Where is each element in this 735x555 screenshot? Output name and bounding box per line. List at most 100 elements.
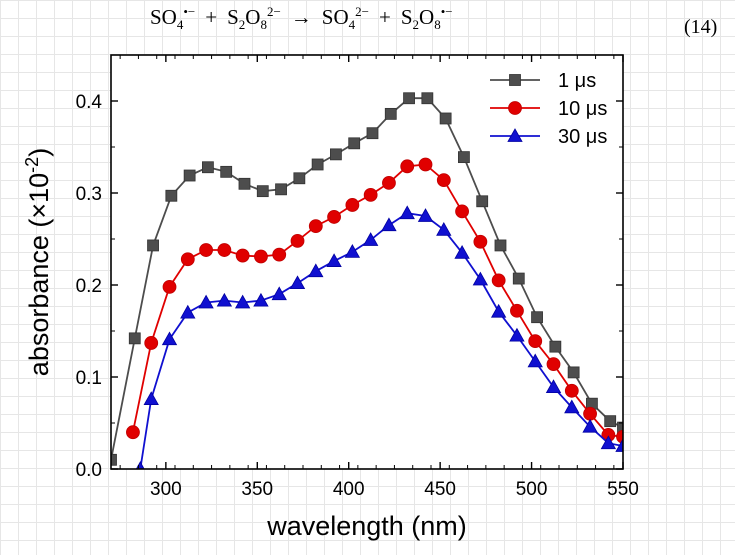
product-1: SO42− (321, 4, 369, 33)
product-2-charge: •− (440, 4, 453, 19)
legend-label: 10 μs (558, 98, 607, 120)
reactant-2-o-subscript: 8 (260, 17, 267, 33)
reactant-1-base: SO (150, 5, 177, 29)
series-2 (126, 157, 623, 444)
series-3-point (289, 275, 306, 290)
series-1-point (421, 92, 434, 105)
series-1-point (165, 189, 178, 202)
plus-sign-2: + (379, 5, 391, 29)
series-1-point (439, 112, 452, 125)
series-3-point (582, 418, 598, 433)
series-1-point (617, 421, 623, 434)
product-1-subscript: 4 (348, 17, 356, 33)
x-tick-label: 550 (607, 479, 639, 500)
series-3-point (600, 435, 617, 450)
series-2-point (345, 198, 360, 212)
series-3-point (234, 294, 251, 309)
y-tick-label: 0.1 (76, 368, 102, 389)
series-1-point (604, 415, 617, 428)
series-3-point (490, 303, 507, 318)
legend-marker (508, 101, 522, 115)
series-1-point (348, 137, 361, 150)
product-1-base: SO (321, 5, 349, 29)
series-1-point (256, 185, 269, 198)
reactant-2-o: O (245, 5, 261, 29)
legend-marker (507, 128, 523, 142)
series-layer (111, 92, 623, 469)
series-1 (111, 92, 623, 466)
series-3-point (454, 244, 470, 259)
reactant-1-subscript: 4 (176, 17, 184, 33)
series-3-point (527, 353, 543, 368)
plus-sign-1: + (205, 5, 218, 29)
axes-layer: 300 350 400 450 500 550 0.0 0.1 0.2 0.3 0.4 (76, 54, 639, 500)
series-2-point (546, 357, 561, 372)
series-1-point (384, 107, 397, 120)
series-2-point (217, 243, 232, 257)
series-2-point (308, 219, 323, 234)
series-1-point (275, 183, 287, 196)
series-1-point (366, 127, 379, 140)
series-2-point (180, 252, 195, 267)
series-1-point (549, 340, 562, 353)
series-1-point (403, 92, 415, 105)
x-tick-label: 500 (516, 479, 548, 500)
series-1-point (311, 158, 324, 171)
product-2-s-subscript: 2 (412, 17, 420, 33)
series-1-point (531, 311, 543, 324)
series-2-point (162, 279, 177, 294)
series-3-point (545, 379, 562, 394)
series-3-point (271, 286, 287, 301)
equation-number: (14) (684, 16, 718, 38)
series-3-point (180, 304, 196, 319)
series-2-point (126, 425, 140, 440)
series-1-point (476, 195, 489, 208)
series-3-point (399, 205, 415, 220)
series-2-point (199, 243, 213, 257)
series-2-point (583, 406, 597, 421)
series-1-point (202, 161, 214, 174)
series-1-point (147, 239, 159, 252)
plot-area (111, 55, 623, 469)
legend-entry-1: 1 μs (490, 70, 596, 92)
series-3-point (198, 294, 214, 309)
series-3-line (139, 212, 623, 469)
product-2-o-subscript: 8 (434, 17, 441, 33)
legend-marker (509, 74, 521, 86)
product-2-s: S (400, 5, 413, 29)
series-3-point (615, 438, 623, 452)
series-3-point (308, 263, 324, 278)
series-3-point (381, 217, 397, 232)
x-tick-label: 350 (241, 479, 273, 500)
series-2-point (400, 159, 415, 174)
series-2-point (436, 173, 451, 188)
series-3-point (216, 292, 233, 307)
legend: 1 μs 10 μs 30 μs (490, 70, 607, 148)
series-3-point (161, 331, 178, 346)
plot-frame (110, 54, 624, 470)
series-3-point (417, 208, 434, 222)
series-3-point (509, 327, 525, 342)
series-1-point (512, 272, 525, 285)
reactant-1: SO4•− (150, 4, 195, 33)
reactant-2: S2O82− (227, 4, 281, 33)
series-3-point (436, 221, 452, 236)
legend-entry-2: 10 μs (490, 98, 607, 120)
y-tick-label: 0.0 (76, 460, 102, 481)
series-2-point (528, 334, 543, 349)
series-2-point (235, 248, 250, 263)
y-tick-label: 0.3 (76, 184, 102, 205)
series-1-point (183, 169, 196, 182)
series-2-line (132, 163, 623, 438)
series-1-point (494, 239, 507, 252)
series-1-point (128, 332, 141, 345)
series-2-point (272, 247, 287, 262)
series-2-point (510, 303, 524, 318)
y-axis-label-exponent: -2 (22, 157, 42, 173)
product-2-o: O (419, 5, 435, 29)
reactant-2-s: S (227, 5, 239, 29)
series-3-point (143, 391, 159, 405)
y-tick-label: 0.4 (76, 92, 103, 113)
series-1-point (220, 165, 233, 178)
